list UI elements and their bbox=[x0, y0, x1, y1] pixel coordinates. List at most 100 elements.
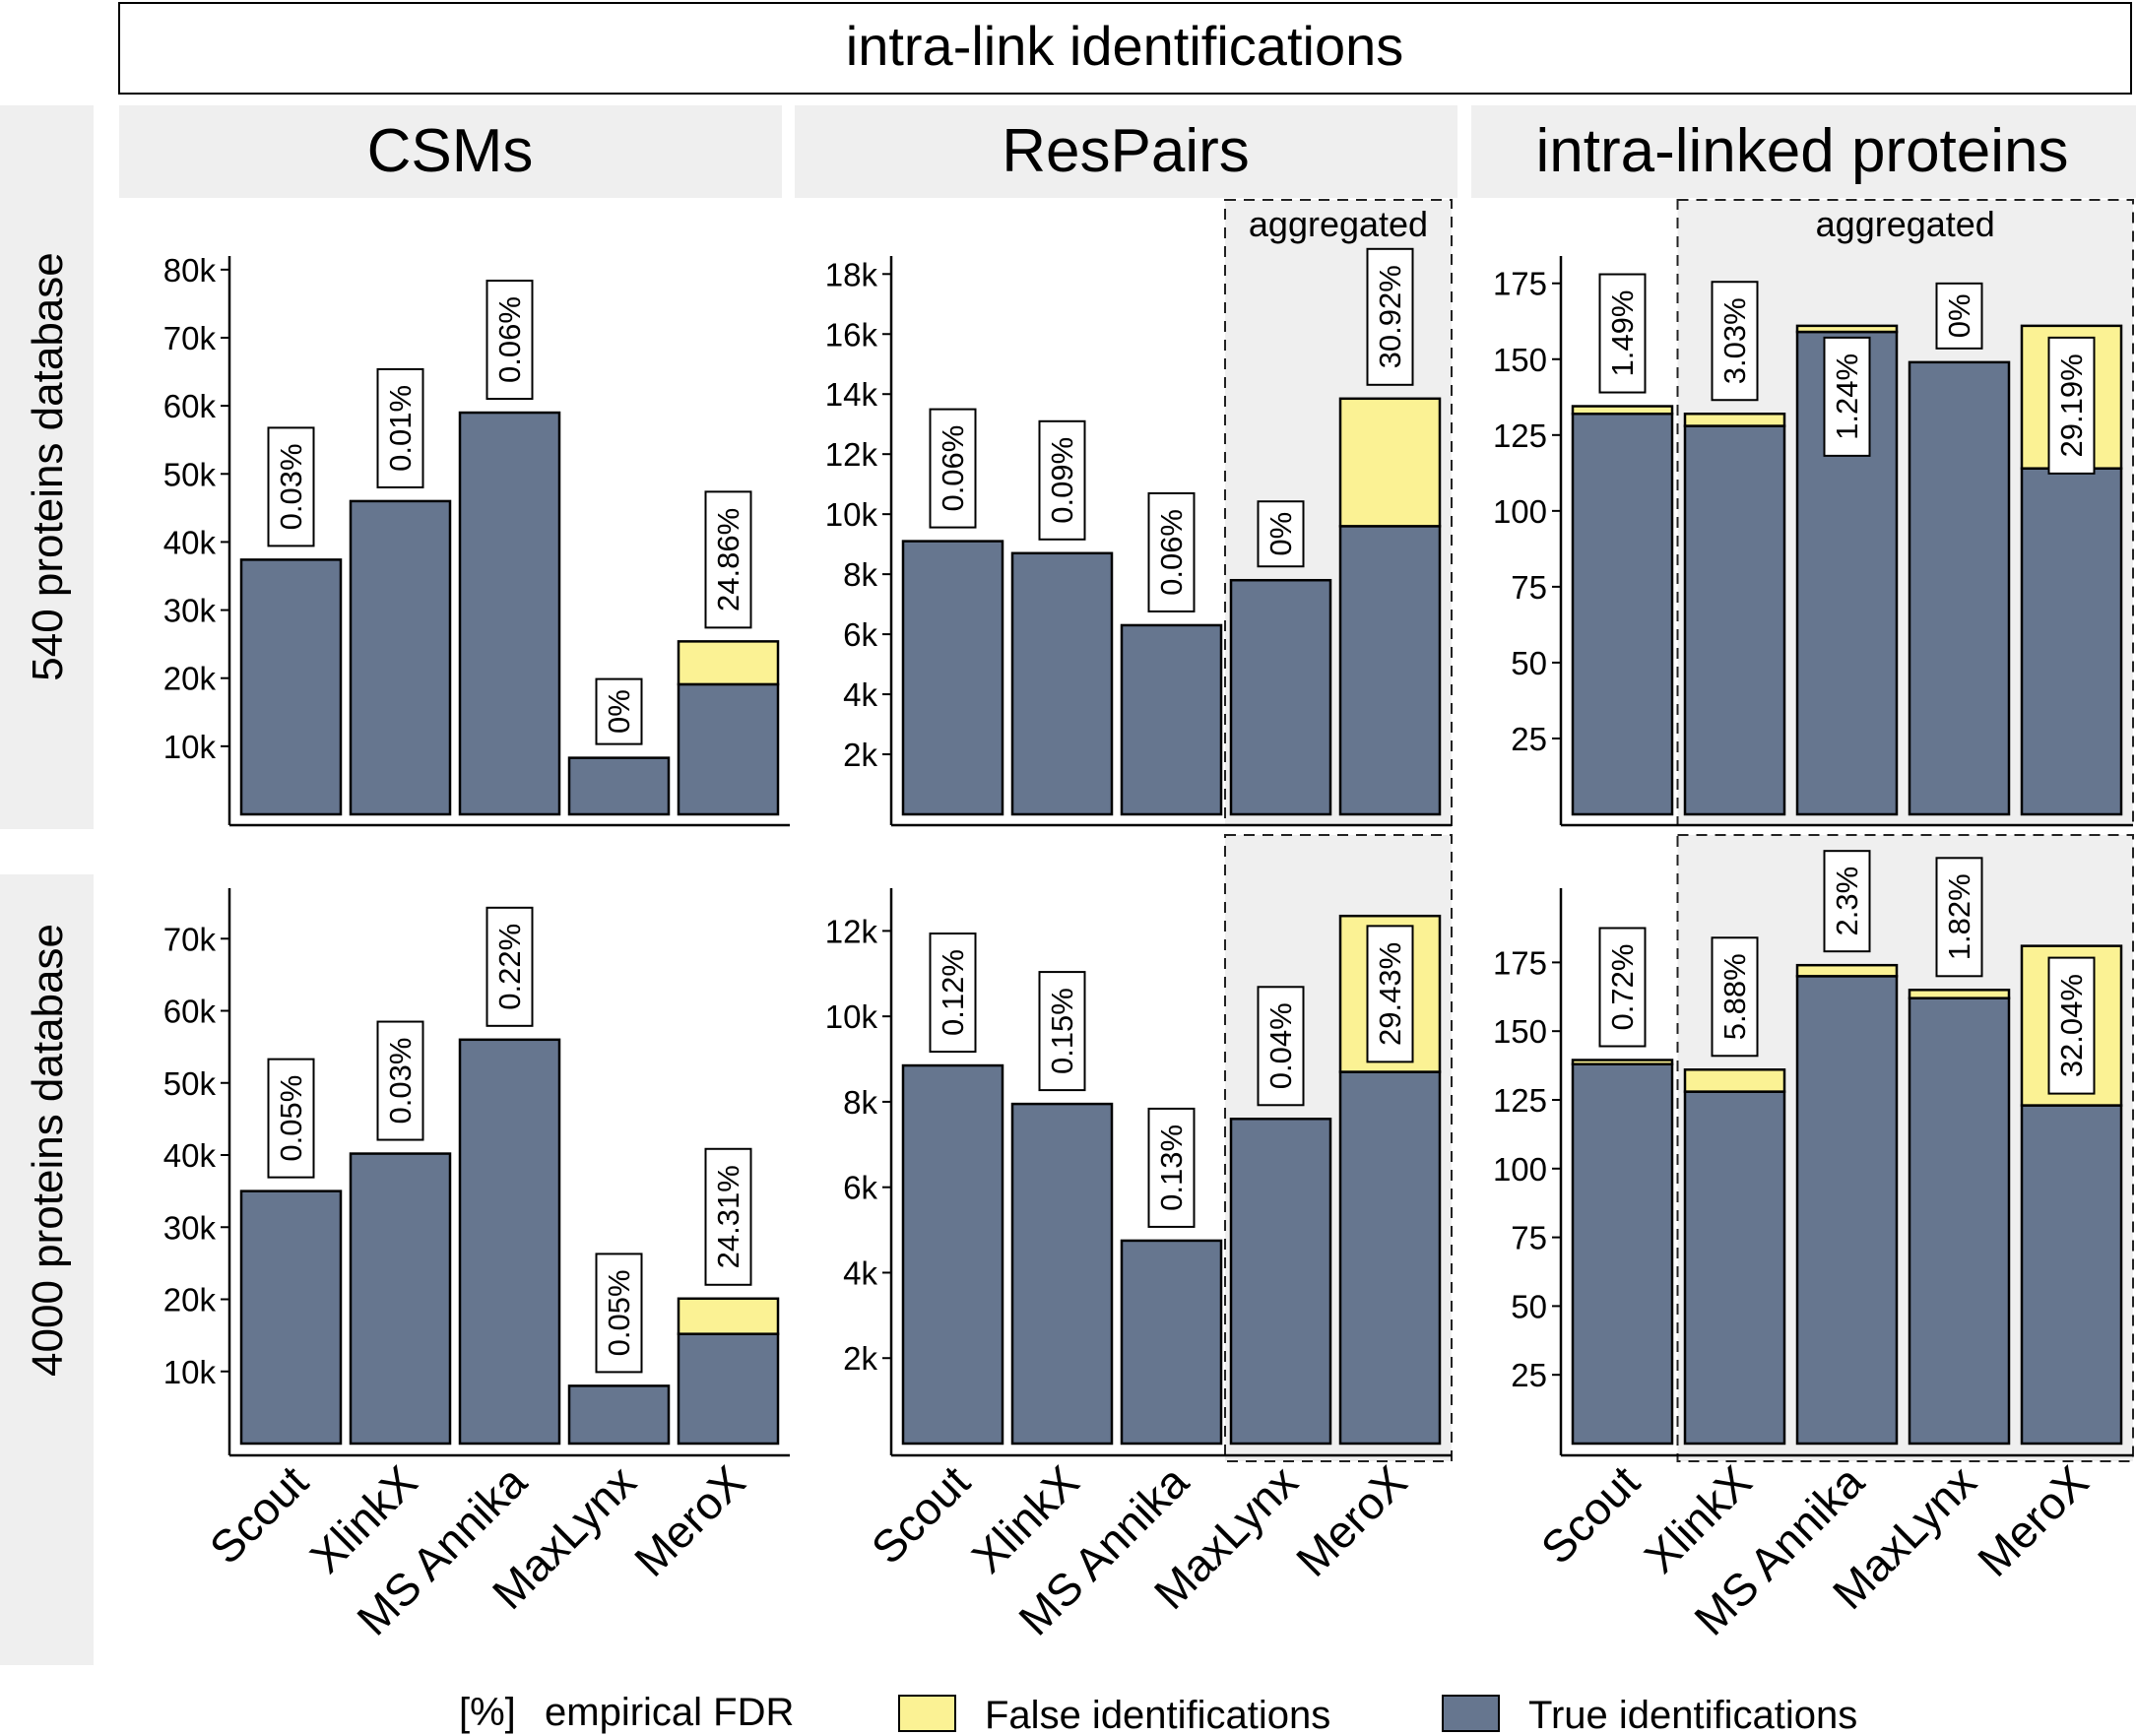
fdr-label-text: 24.31% bbox=[711, 1165, 745, 1268]
bar-false-ms-annika bbox=[1795, 963, 1899, 978]
bar-false-merox bbox=[1338, 397, 1442, 528]
x-label-merox: MeroX bbox=[624, 1455, 755, 1586]
fdr-label-box bbox=[1147, 1107, 1196, 1228]
bar-true-maxlynx bbox=[1229, 578, 1332, 816]
y-tick-label: 8k bbox=[843, 556, 877, 593]
fdr-label-text: 5.88% bbox=[1717, 953, 1752, 1040]
y-tick-label: 30k bbox=[163, 1209, 217, 1246]
bar-true-maxlynx bbox=[1908, 997, 2011, 1446]
bar-true-merox bbox=[677, 682, 780, 816]
fdr-label-box bbox=[1366, 925, 1414, 1063]
column-title-respairs: ResPairs bbox=[1002, 117, 1250, 185]
y-tick-label: 50k bbox=[163, 456, 217, 492]
y-tick-label: 150 bbox=[1493, 342, 1547, 378]
bar-true-xlinkx bbox=[349, 1152, 452, 1446]
column-strip-proteins bbox=[1471, 105, 2136, 198]
y-tick-label: 6k bbox=[843, 1170, 877, 1206]
bar-false-scout bbox=[1571, 405, 1674, 416]
y-tick-label: 75 bbox=[1511, 569, 1547, 606]
panel-4000-proteins-database-csms: 10k 20k 30k 40k 50k 60k 70k 0.05% 0.03% 0.22% 0.05… bbox=[163, 888, 790, 1457]
fdr-label-text: 0.05% bbox=[274, 1075, 308, 1162]
y-tick-label: 50 bbox=[1511, 1288, 1547, 1324]
y-tick-label: 25 bbox=[1511, 721, 1547, 757]
panel-540-proteins-database-intra-linked-proteins: aggregated 25 50 75 100 125 150 175 1.49% 3.03% 1.… bbox=[1493, 199, 2134, 827]
fdr-label-text: 0.04% bbox=[1263, 1002, 1298, 1089]
bar-true-scout bbox=[901, 540, 1004, 816]
row-strip-540 bbox=[0, 105, 94, 829]
fdr-label-xlinkx: 5.88% bbox=[1711, 936, 1759, 1058]
legend-true-label: True identifications bbox=[1528, 1694, 1857, 1736]
fdr-label-box bbox=[267, 1058, 315, 1179]
column-title-proteins: intra-linked proteins bbox=[1535, 117, 2068, 185]
panel-4000-proteins-database-intra-linked-proteins: 25 50 75 100 125 150 175 0.72% 5.88% 2.3% 1.82% 32.… bbox=[1493, 834, 2134, 1462]
column-strip-csms bbox=[119, 105, 782, 198]
panels: 10k 20k 30k 40k 50k 60k 70k 80k 0.03% 0.01% 0.06% 0… bbox=[163, 199, 2134, 1462]
fdr-label-scout: 0.03% bbox=[267, 426, 315, 547]
fdr-label-box bbox=[1598, 273, 1647, 394]
fdr-label-ms-annika: 0.22% bbox=[485, 906, 534, 1027]
y-tick-label: 175 bbox=[1493, 266, 1547, 302]
y-tick-label: 80k bbox=[163, 252, 217, 289]
fdr-label-xlinkx: 0.09% bbox=[1038, 419, 1086, 541]
y-tick-label: 10k bbox=[825, 998, 878, 1035]
y-tick-label: 175 bbox=[1493, 944, 1547, 981]
legend-false-label: False identifications bbox=[985, 1694, 1330, 1736]
fdr-label-maxlynx: 0% bbox=[1935, 282, 1983, 350]
fdr-label-box bbox=[376, 1020, 424, 1141]
legend-fdr-symbol: [%] bbox=[459, 1691, 516, 1734]
fdr-label-ms-annika: 0.06% bbox=[485, 280, 534, 401]
fdr-label-ms-annika: 0.13% bbox=[1147, 1107, 1196, 1228]
x-label-merox: MeroX bbox=[1286, 1455, 1417, 1586]
fdr-label-maxlynx: 1.82% bbox=[1935, 857, 1983, 978]
fdr-label-text: 29.43% bbox=[1373, 942, 1407, 1046]
fdr-label-box bbox=[485, 280, 534, 401]
fdr-label-text: 0.09% bbox=[1045, 437, 1079, 524]
fdr-label-box bbox=[1823, 336, 1871, 457]
fdr-label-text: 0.03% bbox=[274, 443, 308, 530]
bar-true-merox bbox=[1338, 525, 1442, 816]
y-tick-label: 20k bbox=[163, 661, 217, 697]
bar-true-scout bbox=[239, 558, 343, 816]
fdr-label-text: 0.13% bbox=[1154, 1125, 1189, 1211]
y-tick-label: 100 bbox=[1493, 1151, 1547, 1188]
fdr-label-maxlynx: 0% bbox=[1257, 500, 1305, 568]
bar-true-xlinkx bbox=[1683, 1090, 1786, 1446]
fdr-label-text: 0% bbox=[1263, 512, 1298, 556]
y-tick-label: 75 bbox=[1511, 1220, 1547, 1256]
y-tick-label: 50 bbox=[1511, 645, 1547, 681]
fdr-label-box bbox=[2047, 956, 2096, 1095]
x-label-scout: Scout bbox=[200, 1455, 318, 1574]
bar-true-maxlynx bbox=[1229, 1118, 1332, 1446]
bar-true-scout bbox=[1571, 1062, 1674, 1446]
fdr-label-box bbox=[1257, 986, 1305, 1107]
bar-true-xlinkx bbox=[1683, 424, 1786, 816]
bar-true-ms-annika bbox=[1120, 1239, 1223, 1446]
y-tick-label: 25 bbox=[1511, 1357, 1547, 1393]
fdr-label-box bbox=[2047, 336, 2096, 475]
bar-true-ms-annika bbox=[1795, 975, 1899, 1446]
bar-true-maxlynx bbox=[567, 756, 671, 816]
bar-true-scout bbox=[901, 1063, 1004, 1446]
fdr-label-box bbox=[1038, 971, 1086, 1092]
y-tick-label: 30k bbox=[163, 593, 217, 629]
fdr-label-box bbox=[595, 677, 643, 745]
row-title-4000: 4000 proteins database bbox=[24, 924, 72, 1377]
y-tick-label: 60k bbox=[163, 388, 217, 424]
y-tick-label: 50k bbox=[163, 1065, 217, 1102]
bar-true-merox bbox=[2020, 1104, 2123, 1446]
fdr-label-xlinkx: 3.03% bbox=[1711, 281, 1759, 402]
fdr-label-maxlynx: 0% bbox=[595, 677, 643, 745]
figure-title: intra-link identifications bbox=[846, 15, 1403, 77]
fdr-label-text: 32.04% bbox=[2054, 974, 2089, 1077]
fdr-label-box bbox=[1711, 281, 1759, 402]
fdr-label-box bbox=[376, 367, 424, 488]
aggregated-label: aggregated bbox=[1816, 204, 1995, 244]
fdr-label-text: 0.06% bbox=[936, 425, 970, 512]
bar-true-scout bbox=[239, 1189, 343, 1446]
fdr-label-merox: 29.19% bbox=[2047, 336, 2096, 475]
bar-true-xlinkx bbox=[1010, 1102, 1114, 1446]
fdr-label-box bbox=[1257, 500, 1305, 568]
row-title-540: 540 proteins database bbox=[24, 252, 72, 680]
y-tick-label: 40k bbox=[163, 1137, 217, 1174]
